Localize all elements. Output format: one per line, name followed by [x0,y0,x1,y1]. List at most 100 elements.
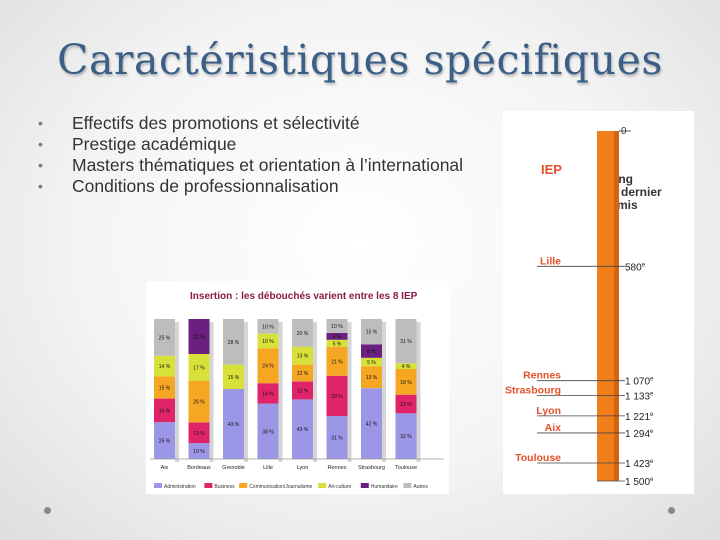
iep-header: IEP [541,162,562,177]
stack-value-label: 38 % [262,429,274,435]
stack-value-label: 42 % [366,422,378,428]
stack-segment-shadow [175,379,179,402]
stack-segment [326,319,348,333]
stack-segment-shadow [347,322,352,336]
insertion-chart-svg: 25 % 16 % 15 % 14 % 25 % Aix 10 % 13 % 26 % 17 % 2… [150,319,444,490]
stack-segment [188,354,210,381]
rank-bar [597,131,619,481]
stack-segment-shadow [209,357,214,384]
stack-segment-shadow [209,425,214,447]
rank-value-label: 1 221e [625,412,654,423]
stack-segment-shadow [244,392,248,462]
stack-value-label: 18 % [400,380,412,386]
stack-segment [326,332,348,340]
stack-segment [154,398,175,423]
legend-swatch [204,483,213,488]
iep-label: Lyon [536,405,561,417]
stack-segment-shadow [175,358,179,380]
rank-value-label: 580e [625,262,646,273]
stack-segment [257,403,279,459]
bullet-item: • Prestige académique [30,134,500,155]
insertion-chart-title: Insertion : les débouchés varient entre … [190,291,418,302]
stack-segment-shadow [244,367,248,392]
iep-label: Lille [540,255,561,267]
stack-value-label: 13 % [297,354,309,360]
stack-value-label: 8 % [367,349,376,355]
legend-label: Autres [413,484,428,490]
insertion-chart: Insertion : les débouchés varient entre … [146,281,449,494]
bullet-text: Effectifs des promotions et sélectivité [72,113,360,133]
stack-segment [257,348,279,384]
stack-segment-shadow [244,322,248,368]
stack-value-label: 29 % [331,394,343,400]
stack-segment-shadow [175,322,179,359]
stack-value-label: 12 % [297,371,309,377]
stack-segment [188,319,210,354]
bullet-item: • Masters thématiques et orientation à l’… [30,155,500,176]
stack-value-label: 14 % [262,391,274,397]
stack-value-label: 10 % [262,339,274,345]
stack-segment [361,319,382,345]
stack-segment-shadow [313,384,317,403]
iep-label: Aix [545,422,562,434]
stack-segment-shadow [382,391,386,462]
category-label: Grenoble [222,465,245,471]
stack-segment [154,422,175,459]
iep-label: Rennes [523,370,561,382]
ranking-chart-svg: Lille 580e Rennes 1 070e Strasbourg 1 133e Lyo… [505,130,654,488]
stack-segment-shadow [278,336,283,352]
stack-segment-shadow [416,372,421,398]
stack-segment-shadow [313,402,317,462]
stack-segment [326,346,348,376]
stack-segment [257,319,279,334]
stack-segment [395,319,417,364]
rank-value-suffix: e [650,377,654,383]
stack-value-label: 13 % [297,388,309,394]
stack-segment [223,319,244,365]
legend-label: Business [214,484,235,490]
stack-segment-shadow [278,406,283,462]
stack-segment-shadow [278,386,283,407]
stack-value-label: 15 % [366,330,378,336]
stack-segment [154,319,175,356]
bullet-list: • Effectifs des promotions et sélectivité… [30,113,500,197]
stack-segment-shadow [382,322,386,348]
stack-value-label: 43 % [228,422,240,428]
legend-label: Art-culture [328,484,351,490]
stack-value-label: 22 % [193,335,205,341]
stack-segment-shadow [313,322,317,350]
stack-segment [188,381,210,423]
stack-segment-shadow [278,351,283,387]
stack-segment-shadow [175,425,179,462]
stack-segment-shadow [278,322,283,337]
stack-value-label: 10 % [331,324,343,330]
bullet-text: Prestige académique [72,134,237,154]
stack-segment [292,319,313,347]
stack-segment [257,333,279,349]
stack-value-label: 5 % [333,334,342,340]
stack-value-label: 16 % [159,408,171,414]
stack-value-label: 4 % [402,364,411,370]
rank-value-suffix: e [650,412,654,418]
rank-value-label: 1 070e [625,377,654,388]
stack-segment-shadow [175,401,179,426]
legend-swatch [360,483,369,488]
rank-value-label: 1 133e [625,391,654,402]
slide-decoration-dot [44,507,51,514]
category-label: Lyon [297,465,309,471]
stack-value-label: 15 % [159,386,171,392]
stack-segment-shadow [347,349,352,379]
stack-segment [326,375,348,416]
stack-value-label: 25 % [159,439,171,445]
stack-value-label: 32 % [400,434,412,440]
rank-value-label: 1 423e [625,459,654,470]
stack-segment [188,443,210,459]
bullet-dot-icon: • [38,178,43,194]
stack-value-label: 13 % [400,402,412,408]
stack-value-label: 24 % [262,364,274,370]
stack-segment-shadow [347,335,352,343]
stack-segment-shadow [416,366,421,372]
rank-value-suffix: e [642,262,646,268]
stack-segment-shadow [209,322,214,357]
stack-segment [292,364,313,382]
